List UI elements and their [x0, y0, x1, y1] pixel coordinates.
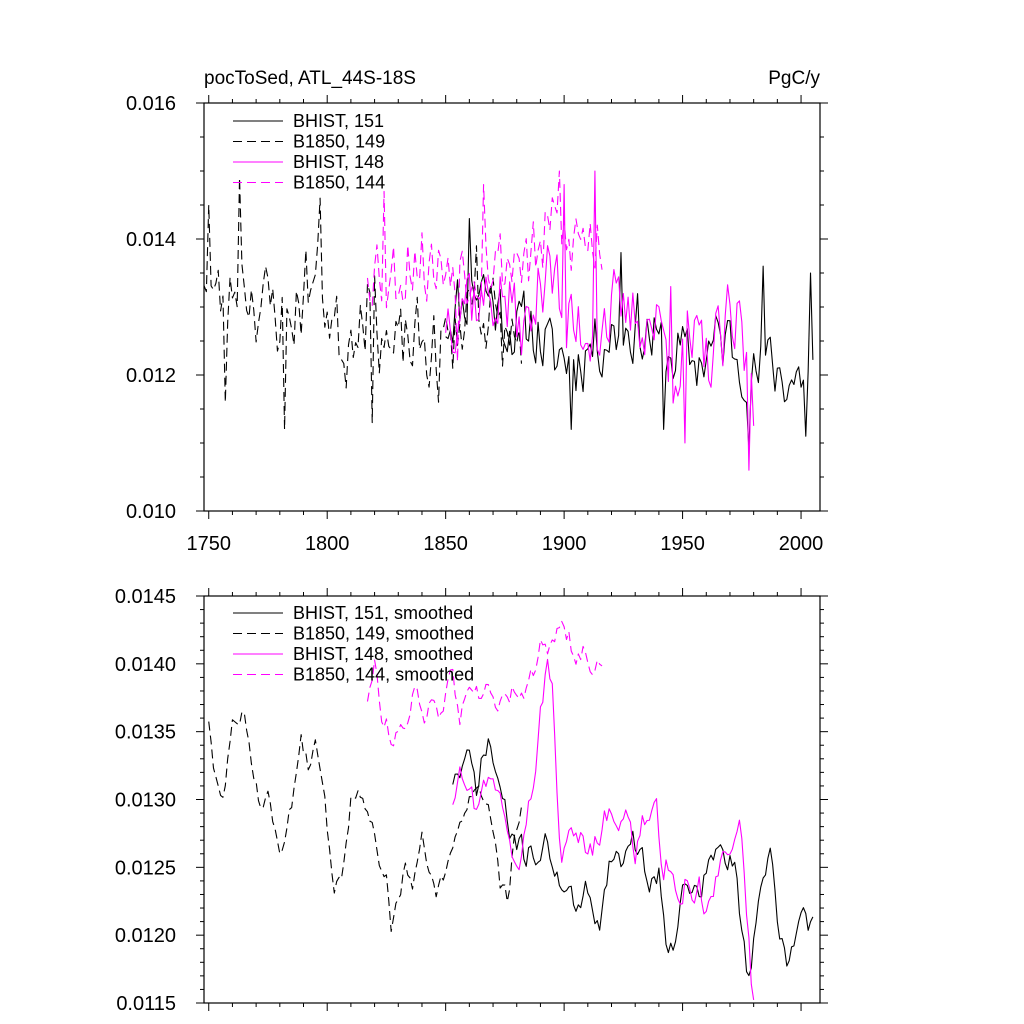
series-line-4	[366, 620, 603, 747]
x-tick-label: 1850	[423, 533, 468, 555]
x-tick-label: 1750	[186, 533, 231, 555]
y-tick-label: 0.012	[126, 365, 176, 387]
series-line-2	[204, 177, 523, 430]
y-tick-label: 0.014	[126, 229, 176, 251]
legend-label-4: B1850, 144	[293, 173, 385, 193]
legend-label-4: B1850, 144, smoothed	[293, 665, 474, 685]
y-tick-label: 0.0135	[115, 722, 176, 744]
x-tick-label: 1950	[660, 533, 705, 555]
x-tick-label: 1900	[542, 533, 587, 555]
plot-area	[204, 170, 814, 471]
legend-label-1: BHIST, 151, smoothed	[293, 603, 473, 623]
legend-label-1: BHIST, 151	[293, 111, 384, 131]
legend-label-3: BHIST, 148, smoothed	[293, 644, 473, 664]
x-tick-label: 1800	[305, 533, 350, 555]
y-tick-label: 0.0120	[115, 925, 176, 947]
y-tick-label: 0.0115	[116, 993, 176, 1015]
series-line-3	[445, 170, 755, 471]
y-tick-label: 0.0125	[115, 857, 176, 879]
legend-label-2: B1850, 149, smoothed	[293, 624, 474, 644]
y-tick-label: 0.016	[126, 93, 176, 115]
legend-label-2: B1850, 149	[293, 132, 385, 152]
series-line-1	[452, 738, 814, 977]
top-panel: 1750 1800 1850 1900 1950 2000 0.010 0.012 0.014 0…	[126, 93, 828, 555]
chart-title-left: pocToSed, ATL_44S-18S	[204, 68, 416, 89]
series-line-3	[452, 658, 755, 1001]
y-tick-label: 0.010	[126, 501, 176, 523]
y-tick-label: 0.0140	[115, 654, 176, 676]
legend-label-3: BHIST, 148	[293, 152, 384, 172]
y-tick-label: 0.0145	[115, 586, 176, 608]
chart-title-right: PgC/y	[768, 68, 820, 89]
series-line-4	[366, 170, 603, 362]
series-line-2	[208, 711, 523, 932]
x-tick-label: 2000	[779, 533, 824, 555]
plot-area	[208, 620, 814, 1001]
bottom-panel: 0.0115 0.0120 0.0125 0.0130 0.0135 0.0140 0.01…	[115, 586, 828, 1015]
y-tick-label: 0.0130	[115, 790, 176, 812]
